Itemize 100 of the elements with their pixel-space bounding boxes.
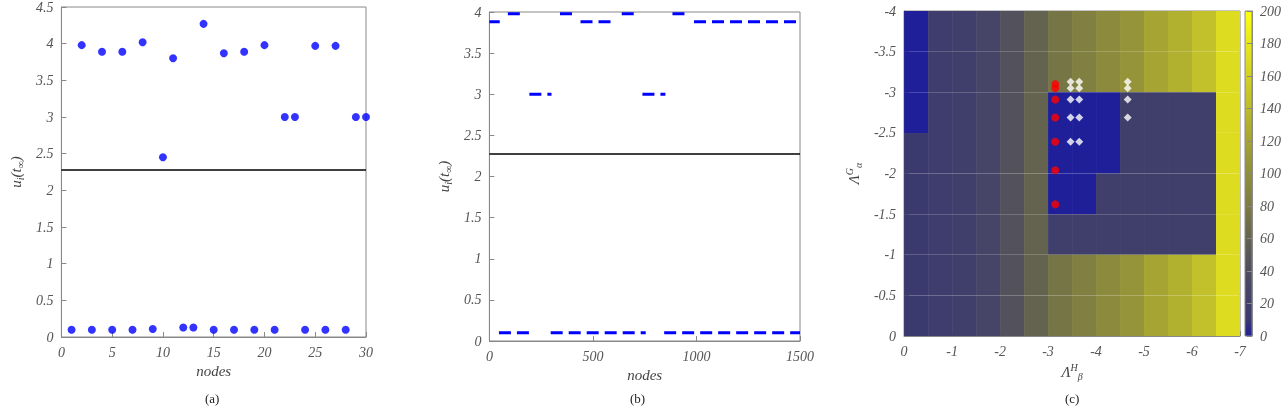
point — [77, 41, 86, 50]
point — [1066, 113, 1075, 122]
color-bar-label: 60 — [1260, 231, 1274, 246]
point — [87, 325, 96, 334]
y-tick-label: 0 — [474, 333, 482, 349]
point — [351, 113, 360, 121]
color-bar-label: 160 — [1260, 68, 1281, 84]
y-tick-label: 0.5 — [35, 292, 54, 308]
color-bar-label: 80 — [1260, 198, 1274, 214]
x-tick-label: 25 — [308, 344, 323, 360]
point — [1066, 84, 1075, 93]
point — [1075, 77, 1084, 86]
y-tick-label: 2 — [474, 169, 482, 184]
y-tick-label: 1 — [474, 251, 482, 267]
x-tick-label: 0 — [900, 343, 908, 359]
point — [67, 325, 76, 334]
x-axis-title: nodes — [627, 367, 663, 384]
y-tick-label: 0 — [889, 328, 897, 344]
x-tick-label: -3 — [1042, 343, 1054, 359]
y-tick-label: 3.5 — [462, 45, 482, 61]
color-bar-label: 140 — [1260, 101, 1281, 116]
point — [1123, 84, 1132, 93]
point — [1066, 77, 1075, 86]
x-tick-label: -7 — [1234, 343, 1247, 359]
x-tick-label: 500 — [582, 348, 604, 364]
point — [311, 41, 320, 50]
point — [290, 113, 299, 121]
text: (b) — [630, 391, 646, 406]
point — [1075, 137, 1084, 146]
x-tick-label: -5 — [1138, 343, 1150, 359]
point — [128, 325, 137, 334]
point — [118, 47, 127, 56]
point — [270, 325, 279, 334]
x-tick-label: 0 — [57, 344, 65, 360]
point — [189, 323, 198, 332]
point — [219, 49, 228, 58]
y-tick-label: 4 — [474, 4, 482, 20]
y-tick-label: -4 — [884, 3, 897, 19]
y-tick-label: -3 — [884, 84, 897, 100]
x-tick-label: 20 — [257, 344, 272, 360]
y-axis-title: ΛGα — [843, 161, 864, 187]
x-tick-label: 30 — [358, 344, 373, 360]
y-tick-label: -3.5 — [873, 44, 897, 60]
x-tick-label: 15 — [206, 344, 221, 360]
point — [209, 325, 218, 334]
point — [179, 323, 188, 332]
y-tick-label: -1 — [884, 247, 897, 263]
point — [1051, 84, 1060, 93]
point — [1051, 200, 1060, 209]
point — [260, 41, 269, 50]
y-tick-label: 0.5 — [463, 292, 482, 308]
point — [1075, 113, 1084, 122]
text: (c) — [1065, 391, 1080, 406]
point — [169, 54, 178, 63]
point — [1123, 95, 1132, 104]
x-tick-label: -6 — [1186, 343, 1198, 359]
y-tick-label: 2.5 — [35, 146, 54, 162]
y-tick-label: 3 — [45, 109, 54, 125]
color-bar-label: 20 — [1260, 296, 1274, 311]
x-tick-label: 10 — [155, 344, 170, 360]
point — [1066, 95, 1075, 104]
point — [1075, 95, 1084, 104]
point — [1123, 113, 1132, 122]
point — [1066, 137, 1075, 146]
x-tick-label: -1 — [946, 343, 958, 359]
point — [240, 47, 249, 56]
x-tick-label: -2 — [994, 343, 1006, 359]
x-tick-label: 0 — [485, 348, 493, 364]
point — [1051, 137, 1060, 146]
y-tick-label: 4 — [46, 36, 54, 52]
point — [341, 325, 350, 334]
y-tick-label: 4.5 — [35, 0, 54, 15]
point — [148, 324, 157, 333]
color-bar-label: 200 — [1260, 3, 1281, 19]
color-bar-label: 120 — [1260, 133, 1281, 149]
y-tick-label: 3.5 — [34, 72, 54, 88]
point — [158, 153, 167, 162]
y-tick-label: 3 — [473, 86, 482, 102]
point — [138, 38, 147, 47]
y-tick-label: -0.5 — [873, 287, 897, 303]
point — [1123, 77, 1132, 86]
point — [1075, 84, 1084, 93]
color-bar-label: 100 — [1260, 166, 1281, 181]
point — [250, 325, 259, 334]
point — [301, 325, 310, 334]
point — [1051, 113, 1060, 122]
point — [1051, 95, 1060, 104]
color-bar-label: 0 — [1260, 328, 1267, 344]
y-tick-label: -2.5 — [873, 125, 897, 141]
point — [321, 325, 330, 334]
y-tick-label: -1.5 — [873, 206, 897, 222]
point — [199, 19, 208, 28]
point — [362, 113, 370, 121]
y-tick-label: 1.5 — [35, 219, 54, 235]
point — [108, 325, 117, 334]
y-axis-title: ui(t∞) — [7, 156, 26, 188]
color-bar-label: 180 — [1260, 36, 1281, 51]
point — [331, 41, 340, 50]
point — [98, 47, 107, 56]
x-tick-label: 1000 — [682, 348, 711, 364]
